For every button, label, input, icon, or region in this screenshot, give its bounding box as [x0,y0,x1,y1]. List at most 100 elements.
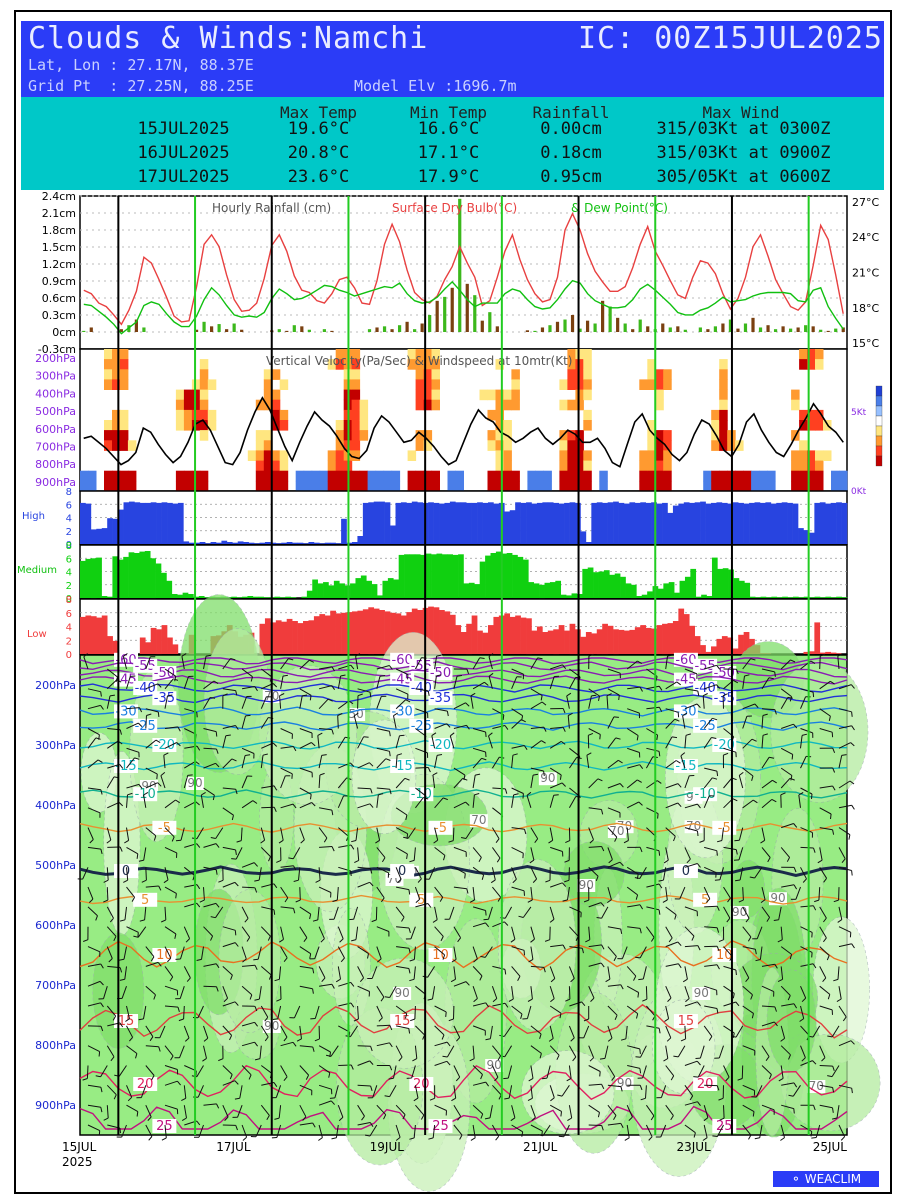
wind-barb-flag [349,762,355,767]
temperature-label: -45 [675,673,696,688]
cloud-bar [593,572,599,598]
cloud-bar [441,554,448,598]
wind-barb [781,1003,795,1007]
cloud-bar [640,625,647,654]
contour-label-bg [409,718,434,733]
wind-barb-flag [832,1087,835,1093]
cloud-bar [522,559,529,598]
cloud-bar [549,582,556,598]
vv-cell [119,409,129,421]
rain-tick-label: 0.9cm [42,275,76,288]
wind-barb-flag [639,1048,641,1054]
temperature-label: -35 [154,691,175,706]
cloud-bar [668,582,675,598]
wind-barb-flag [350,844,355,850]
rain-tick-label: 2.4cm [42,190,76,203]
wind-barb-flag [365,1134,371,1137]
vv-cell [831,480,840,492]
wind-barb-flag [697,1101,701,1106]
vv-cell [711,440,720,451]
vv-cell [183,389,193,401]
wind-barb-flag [384,996,390,998]
wind-barb-flag [735,969,737,976]
vv-cell [719,379,728,390]
wind-barb [164,799,176,809]
wind-barb-flag [566,1077,572,1082]
wind-barb-flag [680,1038,686,1042]
wind-barb [742,716,748,729]
wind-barb-flag [485,1038,491,1041]
wind-barb [800,688,814,693]
wind-barb [819,807,832,815]
wind-barb [665,1065,675,1077]
cloud-bar [237,541,244,544]
wind-barb-flag [254,1058,261,1061]
wind-barb-flag [260,839,265,844]
wind-barb [819,1065,833,1067]
wind-barb-flag [103,879,109,883]
wind-barb [411,1065,416,1079]
wind-barb-flag [635,956,641,959]
cloud-bar [569,623,576,655]
wind-barb-flag [479,657,485,659]
cloud-bar [156,502,162,544]
vv-cell [535,480,544,492]
wind-barb-flag [141,879,147,883]
wind-barb-flag [210,697,216,699]
wind-barb-flag [478,857,482,863]
vv-cell [351,480,361,492]
wind-barb-flag [389,731,391,737]
wind-barb-flag [542,1077,548,1080]
wind-barb [280,775,286,789]
wind-barb-flag [276,859,282,863]
wind-barb-flag [340,957,345,963]
cloud-bar [495,551,502,598]
wind-barb-flag [156,774,158,780]
wind-barb [838,906,843,920]
wind-barb-flag [264,1036,269,1042]
wind-barb [222,926,236,931]
temperature-contour [79,894,848,905]
wind-barb-flag [581,948,584,954]
wind-barb-flag [521,1131,524,1137]
wind-barb [82,867,89,880]
vv-cell [279,470,289,482]
wind-barb [511,1124,523,1133]
wind-barb-flag [773,919,779,921]
cloud-bar [281,621,288,654]
wind-barb [395,1045,403,1058]
wind-barb-flag [583,899,589,903]
wind-barb [434,926,444,937]
wind-barb [299,802,312,809]
wind-barb [761,677,770,690]
wind-barb [164,1080,178,1086]
wind-barb [703,737,712,749]
wind-barb [607,886,612,900]
wind-barb-flag [119,967,123,973]
wind-barb [665,1045,669,1059]
cloud-bar [425,553,432,598]
wind-barb-flag [851,870,853,876]
wind-barb [723,946,733,957]
wind-barb-flag [831,1117,838,1120]
wind-barb [203,1103,217,1106]
wind-barb-flag [113,936,117,942]
temperature-contour [79,1003,848,1039]
cloud-bar [738,634,744,655]
wind-barb-flag [315,879,321,883]
wind-barb [239,1085,243,1099]
cloud-bar [107,518,113,544]
wind-barb-flag [136,853,139,859]
wind-barb [222,758,233,769]
wind-barb-flag [674,718,680,722]
wind-barb-flag [716,946,720,952]
wind-barb-flag [581,1001,586,1007]
wind-barb [260,1104,270,1116]
rain-bar [330,330,334,332]
cloud-bar [705,651,712,654]
wind-barb [87,807,101,814]
wind-barb [255,1124,262,1138]
wind-barb [260,1025,269,1038]
wind-barb-flag [658,685,663,691]
cloud-bar [411,501,418,544]
